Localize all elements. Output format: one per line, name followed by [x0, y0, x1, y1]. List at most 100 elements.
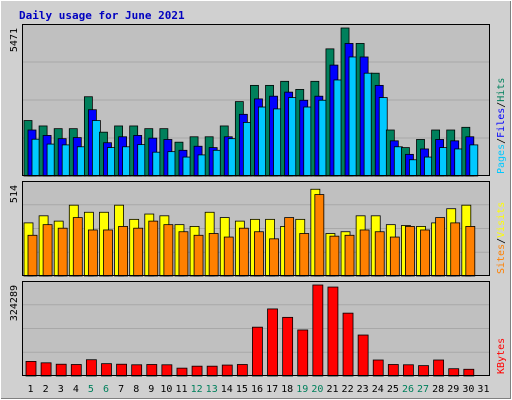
legend-sites: Sites	[496, 244, 507, 274]
day-label-3: 3	[58, 384, 64, 395]
day-label-6: 6	[103, 384, 109, 395]
day-label-8: 8	[133, 384, 139, 395]
day-label-13: 13	[206, 384, 218, 395]
day-label-16: 16	[251, 384, 263, 395]
sites-bar-day-2	[42, 224, 53, 277]
kbytes-bar-day-22	[342, 312, 354, 377]
sites-bar-day-21	[329, 235, 340, 277]
sites-bar-day-6	[103, 229, 113, 277]
sites-bar-day-19	[299, 233, 310, 277]
kbytes-bar-day-23	[357, 334, 369, 377]
day-label-22: 22	[342, 384, 354, 395]
day-label-11: 11	[175, 384, 187, 395]
ymax-label: 514	[9, 185, 20, 203]
ymax-label: 324289	[9, 285, 20, 321]
kbytes-bar-day-2	[40, 362, 52, 377]
sites-bar-day-10	[163, 224, 174, 277]
kbytes-bar-day-28	[433, 359, 445, 377]
legend-hits: Hits	[496, 78, 507, 102]
day-label-10: 10	[160, 384, 172, 395]
kbytes-bar-day-25	[387, 364, 399, 377]
kbytes-bar-day-16	[252, 326, 263, 377]
day-label-2: 2	[43, 384, 49, 395]
kbytes-bar-day-12	[191, 365, 203, 377]
sites-bar-day-5	[87, 229, 98, 277]
sites-bar-day-7	[118, 226, 128, 277]
sites-bar-day-27	[420, 229, 430, 277]
sites-bar-day-12	[193, 234, 204, 277]
day-label-26: 26	[402, 384, 414, 395]
day-label-7: 7	[118, 384, 124, 395]
sites-bar-day-25	[389, 236, 400, 277]
day-label-1: 1	[28, 384, 34, 395]
sites-bar-day-29	[450, 222, 461, 277]
day-label-20: 20	[311, 384, 323, 395]
panel-border	[22, 281, 490, 376]
kbytes-bar-day-26	[403, 364, 414, 377]
sites-bar-day-18	[284, 217, 295, 277]
day-label-25: 25	[387, 384, 399, 395]
legend-separator: /	[496, 138, 507, 144]
kbytes-bar-day-15	[236, 364, 248, 377]
day-label-24: 24	[372, 384, 384, 395]
kbytes-bar-day-21	[327, 286, 339, 377]
panel-border	[22, 24, 490, 176]
day-label-23: 23	[357, 384, 369, 395]
sites-bar-day-23	[359, 229, 370, 277]
sites-bar-day-4	[72, 217, 83, 277]
legend-kbytes: KBytes	[496, 338, 507, 374]
day-label-5: 5	[88, 384, 94, 395]
sites-bar-day-15	[238, 227, 249, 277]
kbytes-bar-day-11	[176, 367, 188, 377]
kbytes-bar-day-9	[146, 364, 158, 377]
day-label-21: 21	[326, 384, 338, 395]
kbytes-bar-day-30	[463, 368, 475, 377]
legend-files: Files	[496, 108, 507, 138]
sites-bar-day-9	[148, 220, 159, 277]
sites-bar-day-1	[27, 234, 38, 277]
legend-separator: /	[496, 238, 507, 244]
kbytes-bar-day-27	[418, 365, 429, 377]
series-legend: KBytes	[496, 338, 507, 374]
sites-bar-day-30	[465, 226, 476, 277]
day-label-14: 14	[221, 384, 233, 395]
day-label-28: 28	[432, 384, 444, 395]
day-label-4: 4	[73, 384, 79, 395]
kbytes-bar-day-6	[101, 363, 112, 377]
kbytes-bar-day-18	[282, 316, 294, 377]
kbytes-bar-day-1	[25, 361, 37, 377]
legend-visits: Visits	[496, 202, 507, 238]
sites-bar-day-17	[269, 238, 279, 277]
chart-title: Daily usage for June 2021	[19, 9, 185, 22]
kbytes-bar-day-24	[372, 359, 384, 377]
kbytes-bar-day-4	[70, 364, 82, 377]
panel-border	[22, 181, 490, 276]
kbytes-bar-day-20	[312, 284, 324, 377]
legend-pages: Pages	[496, 144, 507, 174]
kbytes-bar-day-3	[55, 363, 67, 377]
sites-bar-day-20	[314, 194, 325, 277]
kbytes-bar-day-17	[267, 308, 278, 377]
day-label-18: 18	[281, 384, 293, 395]
kbytes-bar-day-10	[161, 364, 173, 377]
legend-separator: /	[496, 102, 507, 108]
kbytes-bar-day-13	[206, 365, 218, 377]
kbytes-bar-day-29	[448, 368, 460, 377]
sites-bar-day-3	[57, 227, 68, 277]
sites-bar-day-16	[254, 231, 264, 277]
sites-bar-day-24	[374, 231, 385, 277]
day-label-30: 30	[462, 384, 474, 395]
sites-bar-day-22	[344, 234, 355, 277]
sites-bar-day-8	[133, 227, 144, 277]
kbytes-bar-day-7	[116, 363, 127, 377]
day-label-9: 9	[148, 384, 154, 395]
pages-bar-day-30	[469, 144, 479, 177]
sites-bar-day-28	[435, 217, 446, 277]
sites-bar-day-14	[223, 236, 234, 277]
day-label-31: 31	[477, 384, 489, 395]
kbytes-bar-day-5	[85, 359, 97, 377]
day-label-12: 12	[191, 384, 203, 395]
series-legend: Sites/Visits	[496, 202, 507, 274]
